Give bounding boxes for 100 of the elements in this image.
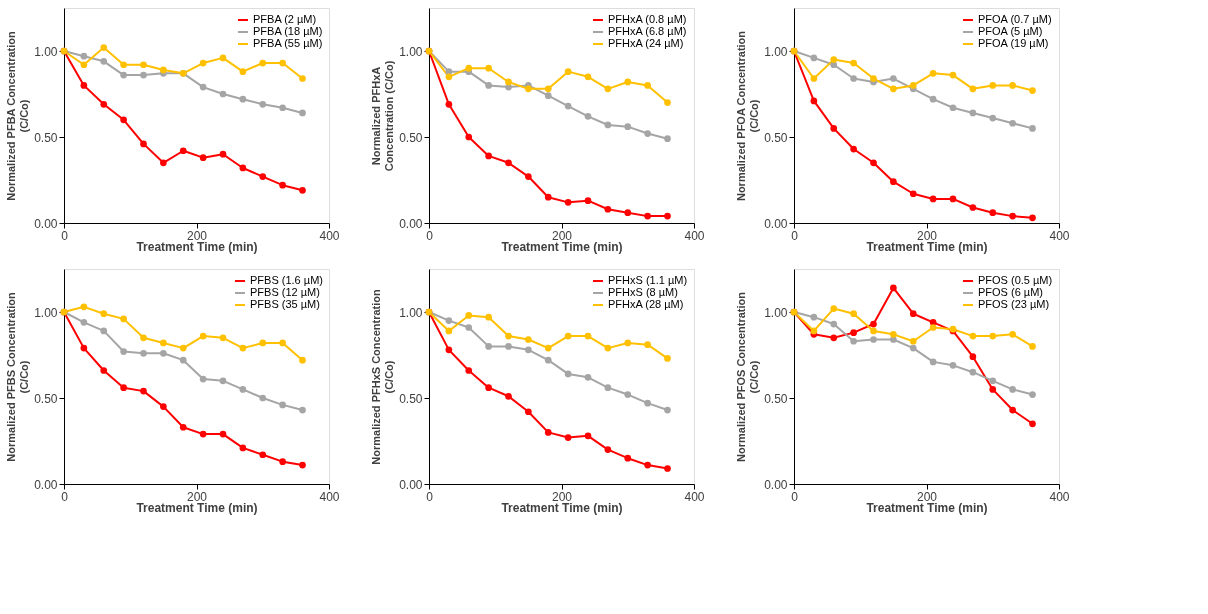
point bbox=[100, 310, 108, 318]
point bbox=[1009, 386, 1016, 393]
point bbox=[279, 339, 286, 347]
legend-label: PFHxA (6.8 µM) bbox=[608, 25, 687, 37]
point bbox=[80, 344, 88, 352]
x-tick-label: 0 bbox=[791, 489, 799, 504]
legend-label: PFHxA (28 µM) bbox=[608, 298, 684, 310]
point bbox=[505, 83, 512, 91]
point bbox=[1029, 87, 1036, 94]
point bbox=[299, 461, 306, 469]
point bbox=[259, 339, 267, 347]
point bbox=[465, 367, 473, 374]
x-tick-label: 0 bbox=[426, 489, 434, 504]
point bbox=[505, 159, 512, 167]
point bbox=[584, 73, 592, 81]
legend-label: PFBA (18 µM) bbox=[253, 25, 323, 37]
x-tick-label: 400 bbox=[319, 489, 340, 504]
point bbox=[584, 197, 592, 204]
point bbox=[584, 374, 592, 381]
point bbox=[120, 61, 127, 69]
y-tick-label: 0.00 bbox=[764, 477, 788, 492]
point bbox=[644, 399, 651, 407]
point bbox=[505, 332, 512, 340]
point bbox=[544, 344, 552, 352]
point bbox=[544, 429, 552, 436]
point bbox=[100, 367, 108, 374]
point bbox=[239, 95, 247, 103]
legend-label: PFHxA (24 µM) bbox=[608, 37, 684, 49]
legend-label: PFBA (55 µM) bbox=[253, 37, 323, 49]
point bbox=[219, 150, 227, 158]
point bbox=[1029, 125, 1036, 132]
legend-label: PFHxA (0.8 µM) bbox=[608, 13, 687, 25]
point bbox=[199, 430, 207, 438]
y-tick-label: 0.50 bbox=[34, 391, 58, 406]
point bbox=[890, 331, 897, 338]
point bbox=[969, 85, 977, 93]
point bbox=[850, 310, 857, 318]
x-tick-label: 400 bbox=[1049, 228, 1070, 243]
point bbox=[810, 54, 818, 62]
point bbox=[544, 92, 552, 100]
point bbox=[485, 64, 492, 72]
point bbox=[465, 324, 473, 331]
y-tick-label: 0.50 bbox=[764, 130, 788, 145]
y-tick-label: 0.00 bbox=[34, 216, 58, 231]
point bbox=[989, 82, 997, 89]
point bbox=[80, 318, 88, 326]
point bbox=[564, 68, 572, 75]
point bbox=[1009, 119, 1016, 127]
point bbox=[1009, 82, 1016, 89]
point bbox=[465, 312, 473, 319]
point bbox=[100, 327, 108, 335]
x-tick-label: 400 bbox=[684, 489, 705, 504]
point bbox=[564, 434, 572, 441]
legend-label: PFBS (12 µM) bbox=[250, 286, 320, 298]
y-axis-title: Normalized PFHxS Concentration (C/Co) bbox=[370, 289, 396, 465]
point bbox=[1029, 214, 1036, 222]
x-tick-label: 400 bbox=[1049, 489, 1070, 504]
point bbox=[140, 349, 147, 357]
point bbox=[624, 391, 632, 398]
point bbox=[445, 327, 453, 335]
point bbox=[644, 82, 651, 89]
legend-label: PFBS (1.6 µM) bbox=[250, 274, 323, 286]
point bbox=[870, 327, 877, 335]
point bbox=[80, 303, 88, 311]
point bbox=[445, 317, 453, 324]
point bbox=[584, 332, 592, 340]
x-tick-label: 0 bbox=[61, 228, 69, 243]
point bbox=[279, 401, 286, 409]
point bbox=[949, 71, 957, 79]
point bbox=[624, 339, 632, 347]
point bbox=[485, 82, 492, 89]
point bbox=[644, 212, 651, 220]
point bbox=[120, 348, 127, 355]
point bbox=[445, 100, 453, 108]
y-axis-title: Normalized PFOS Concentration (C/Co) bbox=[735, 291, 761, 462]
legend-label: PFBS (35 µM) bbox=[250, 298, 320, 310]
point bbox=[279, 59, 286, 67]
point bbox=[604, 446, 612, 453]
y-axis-title: Normalized PFOA Concentration (C/Co) bbox=[735, 30, 761, 202]
point bbox=[80, 82, 88, 89]
point bbox=[199, 59, 207, 67]
point bbox=[160, 159, 167, 167]
point bbox=[830, 320, 838, 328]
point bbox=[140, 334, 147, 342]
point bbox=[810, 313, 818, 321]
point bbox=[525, 173, 532, 180]
point bbox=[969, 109, 977, 117]
point bbox=[120, 71, 127, 79]
point bbox=[850, 145, 857, 153]
x-tick-label: 0 bbox=[426, 228, 434, 243]
point bbox=[80, 52, 88, 60]
point bbox=[299, 186, 306, 194]
point bbox=[219, 54, 227, 62]
y-tick-label: 1.00 bbox=[764, 44, 788, 59]
y-tick-label: 0.50 bbox=[34, 130, 58, 145]
point bbox=[140, 71, 147, 79]
point bbox=[544, 85, 552, 93]
point bbox=[909, 310, 917, 318]
point bbox=[850, 329, 857, 336]
point bbox=[830, 56, 838, 63]
